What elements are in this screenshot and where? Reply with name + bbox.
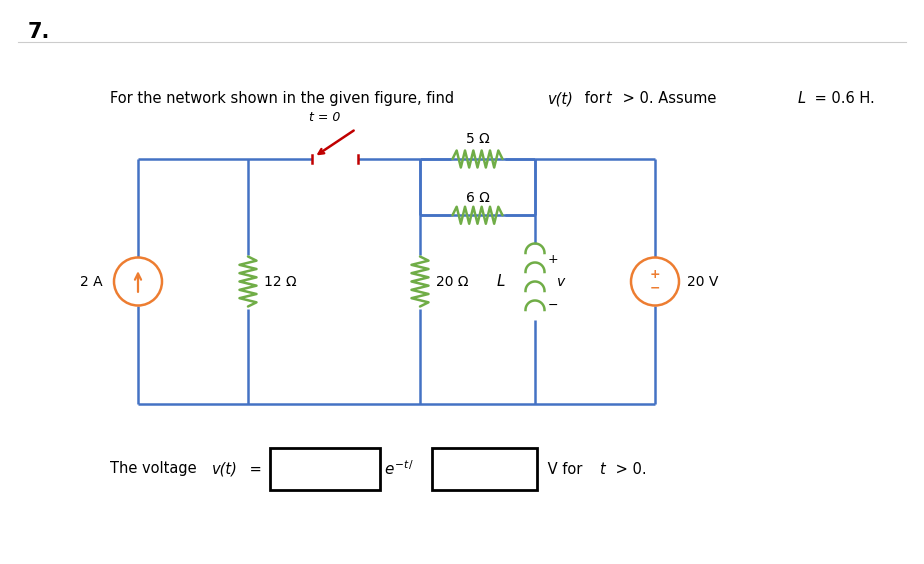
Text: −: − [650,282,661,295]
Text: = 0.6 H.: = 0.6 H. [810,91,875,106]
Text: For the network shown in the given figure, find: For the network shown in the given figur… [110,91,458,106]
Text: t: t [599,461,604,477]
Text: t = 0: t = 0 [310,111,341,124]
Text: > 0. Assume: > 0. Assume [618,91,721,106]
Text: +: + [650,268,661,281]
Text: t: t [605,91,611,106]
Text: v(t): v(t) [212,461,237,477]
Text: 2 A: 2 A [80,275,103,289]
Text: v(t): v(t) [548,91,574,106]
Text: 5 Ω: 5 Ω [466,132,490,146]
Text: +: + [548,253,559,266]
Bar [432,448,537,490]
Text: −: − [548,299,558,312]
Text: > 0.: > 0. [611,461,647,477]
Text: 20 V: 20 V [687,275,718,289]
Text: The voltage: The voltage [110,461,201,477]
Text: 7.: 7. [28,22,51,42]
Text: $e^{-t\,/}$: $e^{-t\,/}$ [384,460,415,478]
Text: for: for [580,91,609,106]
Text: =: = [245,461,266,477]
Text: 20 Ω: 20 Ω [436,275,468,289]
Text: L: L [798,91,806,106]
Text: 6 Ω: 6 Ω [466,191,490,205]
Text: v: v [557,275,565,289]
Bar [270,448,380,490]
Text: 12 Ω: 12 Ω [264,275,297,289]
Text: L: L [496,274,505,289]
Text: V for: V for [543,461,587,477]
